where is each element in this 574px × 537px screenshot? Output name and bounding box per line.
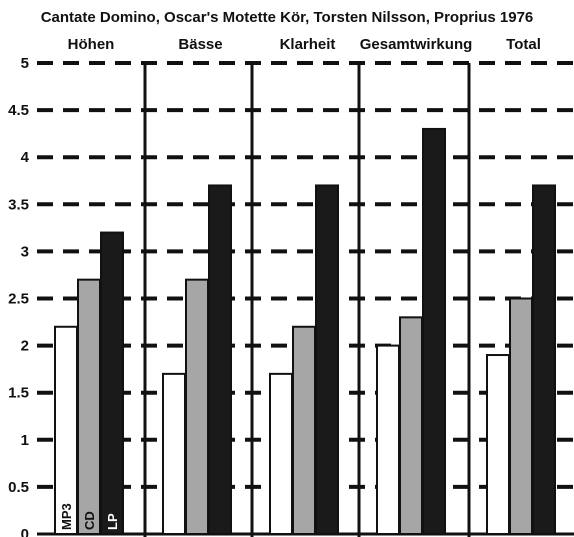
y-axis-ticks: 0 0.5 1 1.5 2 2.5 3 3.5 4 4.5 5 bbox=[8, 55, 30, 537]
y-tick-label-9: 4.5 bbox=[8, 102, 29, 119]
legend-label-lp: LP bbox=[105, 513, 120, 530]
y-tick-label-4: 2 bbox=[21, 338, 29, 355]
y-tick-label-2: 1 bbox=[21, 432, 29, 449]
y-tick-label-3: 1.5 bbox=[8, 385, 29, 402]
y-tick-label-10: 5 bbox=[21, 55, 29, 72]
bar-cd-1 bbox=[185, 278, 209, 535]
bar-mp3-4 bbox=[486, 354, 510, 535]
chart-title: Cantate Domino, Oscar's Motette Kör, Tor… bbox=[41, 9, 534, 26]
bar-mp3-3 bbox=[376, 344, 400, 535]
category-label-4: Total bbox=[506, 36, 541, 53]
bar-cd-0 bbox=[77, 278, 101, 535]
y-tick-label-1: 0.5 bbox=[8, 479, 29, 496]
category-labels: Höhen Bässe Klarheit Gesamtwirkung Total bbox=[68, 36, 541, 53]
y-tick-label-5: 2.5 bbox=[8, 291, 29, 308]
y-tick-label-8: 4 bbox=[21, 149, 30, 166]
bar-cd-4 bbox=[509, 297, 533, 535]
bar-lp-2 bbox=[315, 184, 339, 536]
category-label-0: Höhen bbox=[68, 36, 115, 53]
bar-lp-1 bbox=[208, 184, 232, 536]
y-tick-label-7: 3.5 bbox=[8, 196, 29, 213]
category-separators bbox=[143, 63, 471, 537]
bar-lp-0 bbox=[100, 231, 124, 535]
category-label-1: Bässe bbox=[178, 36, 222, 53]
legend-label-cd: CD bbox=[82, 511, 97, 530]
bar-mp3-2 bbox=[269, 372, 293, 535]
y-tick-label-0: 0 bbox=[21, 526, 29, 537]
bar-mp3-0 bbox=[54, 325, 78, 536]
bar-lp-4 bbox=[532, 184, 556, 536]
category-label-3: Gesamtwirkung bbox=[360, 36, 473, 53]
legend: MP3 CD LP bbox=[59, 503, 120, 530]
bars bbox=[54, 127, 556, 536]
bar-cd-3 bbox=[399, 316, 423, 535]
bar-cd-2 bbox=[292, 325, 316, 536]
bar-lp-3 bbox=[422, 127, 446, 535]
bar-mp3-1 bbox=[162, 372, 186, 535]
category-label-2: Klarheit bbox=[280, 36, 336, 53]
y-tick-label-6: 3 bbox=[21, 243, 29, 260]
legend-label-mp3: MP3 bbox=[59, 503, 74, 530]
